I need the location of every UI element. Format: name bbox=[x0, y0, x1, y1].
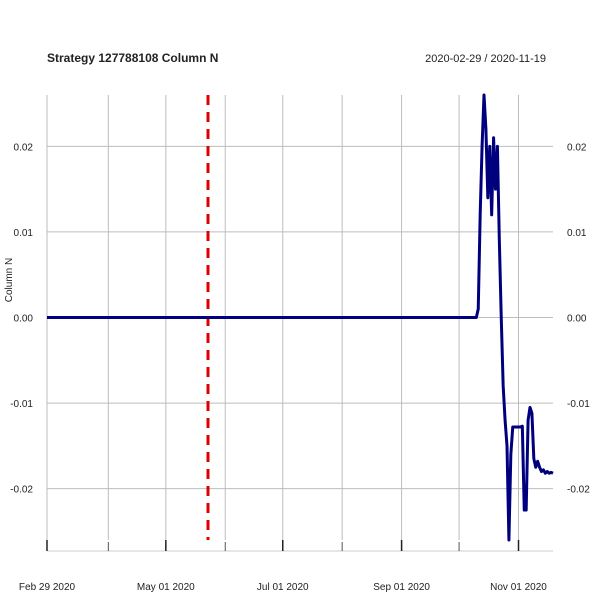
y-tick-label-right: 0.02 bbox=[567, 142, 587, 153]
series-line bbox=[47, 93, 554, 542]
y-tick-label-left: 0.00 bbox=[14, 314, 34, 325]
x-tick-label: Nov 01 2020 bbox=[490, 582, 547, 593]
y-tick-label-left: -0.02 bbox=[10, 485, 33, 496]
y-axis-left-tick-labels: 0.02 0.01 0.00 -0.01 -0.02 bbox=[10, 142, 33, 495]
y-tick-label-right: -0.02 bbox=[567, 485, 590, 496]
x-tick-label: Sep 01 2020 bbox=[373, 582, 430, 593]
date-range-label: 2020-02-29 / 2020-11-19 bbox=[425, 53, 546, 65]
y-tick-label-right: -0.01 bbox=[567, 399, 590, 410]
y-tick-label-left: -0.01 bbox=[10, 399, 33, 410]
y-tick-label-right: 0.00 bbox=[567, 314, 587, 325]
x-axis-tick-labels: Feb 29 2020 May 01 2020 Jul 01 2020 Sep 01 … bbox=[19, 582, 547, 593]
x-tick-label: Feb 29 2020 bbox=[19, 582, 76, 593]
y-tick-label-left: 0.01 bbox=[14, 228, 34, 239]
series-group bbox=[47, 93, 554, 542]
x-tick-label: Jul 01 2020 bbox=[257, 582, 309, 593]
y-tick-label-left: 0.02 bbox=[14, 142, 34, 153]
x-axis-ticks bbox=[46, 540, 520, 551]
y-axis-right-tick-labels: 0.02 0.01 0.00 -0.01 -0.02 bbox=[567, 142, 590, 495]
chart-title: Strategy 127788108 Column N bbox=[47, 51, 218, 65]
y-axis-label: Column N bbox=[4, 258, 15, 302]
x-tick-label: May 01 2020 bbox=[137, 582, 195, 593]
y-tick-label-right: 0.01 bbox=[567, 228, 587, 239]
